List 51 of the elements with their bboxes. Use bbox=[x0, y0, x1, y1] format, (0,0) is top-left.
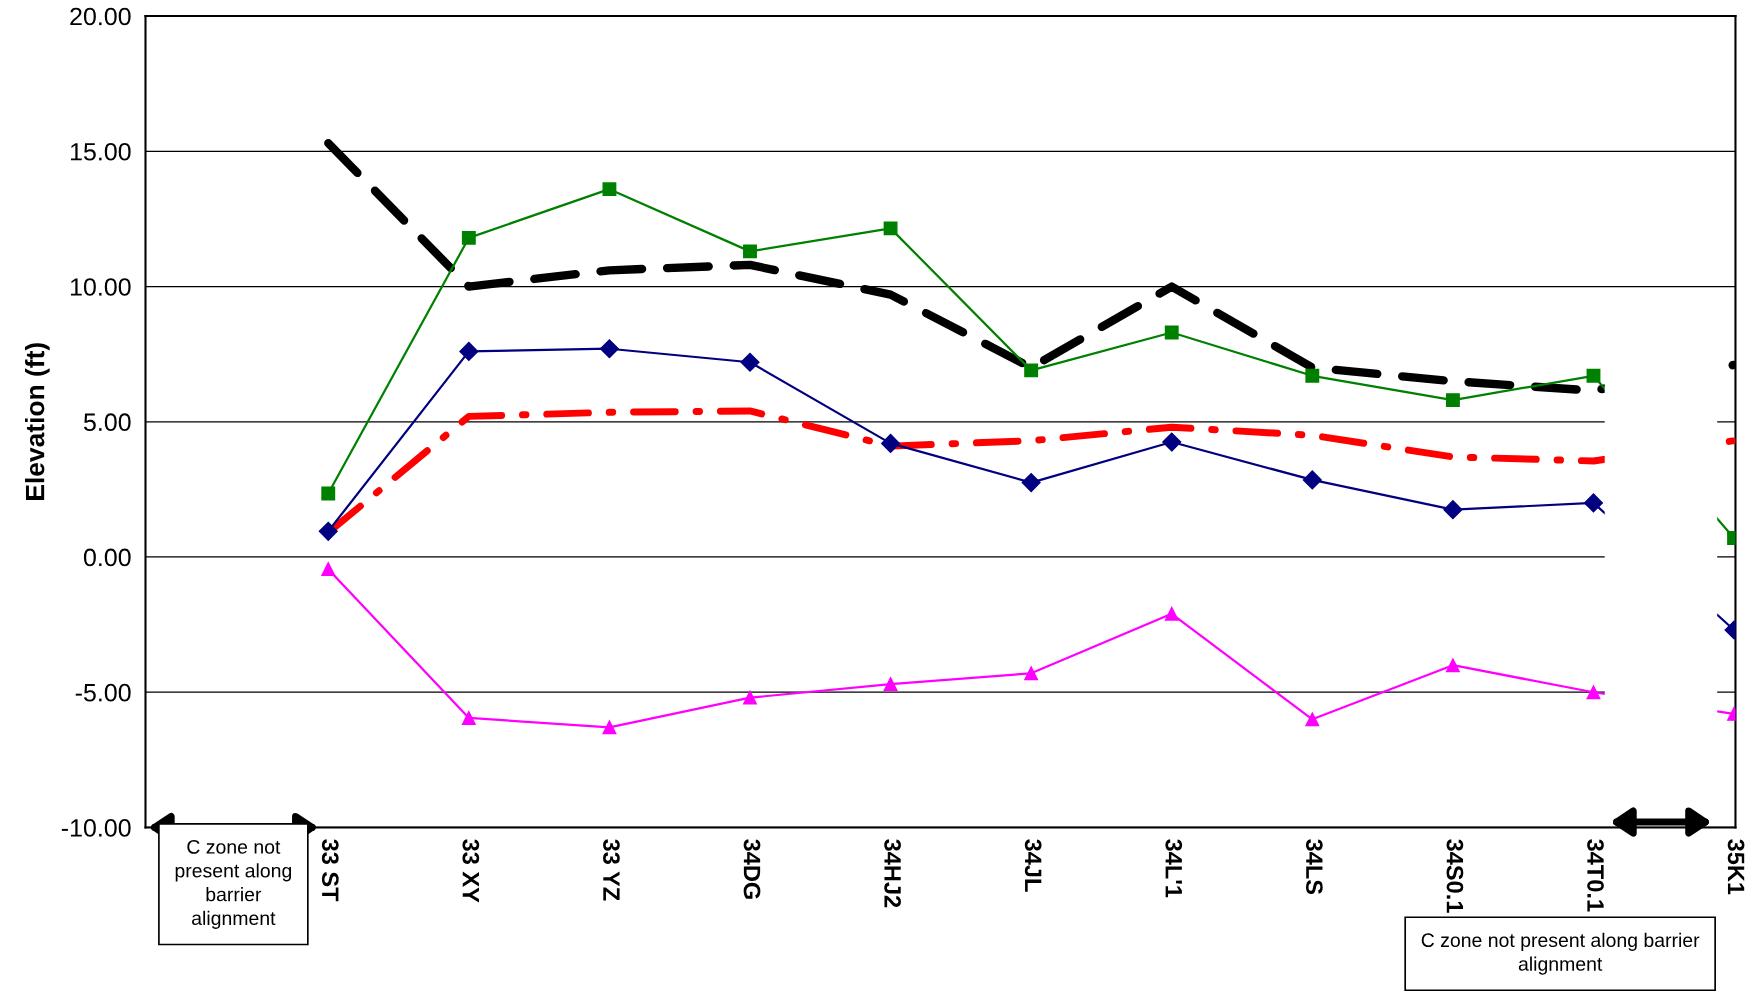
point bbox=[1164, 325, 1179, 340]
point bbox=[1445, 658, 1460, 673]
y-axis-title: Elevation (ft) bbox=[25, 343, 50, 500]
y-tick-label: -10.00 bbox=[61, 819, 131, 837]
point bbox=[1586, 368, 1601, 383]
point bbox=[1302, 470, 1322, 490]
text: C zone not present along barrier alignment bbox=[1421, 932, 1700, 975]
point bbox=[461, 230, 476, 245]
y-tick-label: 0.00 bbox=[83, 548, 131, 567]
point bbox=[1305, 368, 1320, 383]
point bbox=[602, 182, 617, 197]
point bbox=[1164, 606, 1179, 621]
x-tick-label: 34HJ2 bbox=[884, 839, 901, 908]
y-tick-label: 5.00 bbox=[83, 413, 131, 432]
point bbox=[1586, 685, 1601, 700]
point bbox=[883, 677, 898, 692]
point bbox=[1445, 393, 1460, 408]
point bbox=[602, 720, 617, 735]
point bbox=[1443, 500, 1463, 520]
x-tick-label: 34S0.1 bbox=[1446, 839, 1464, 913]
point bbox=[321, 486, 336, 501]
x-tick-label: 34LS bbox=[1305, 839, 1323, 895]
point bbox=[740, 352, 760, 372]
x-tick-label: 34T0.1 bbox=[1587, 839, 1604, 912]
point bbox=[883, 221, 898, 236]
point bbox=[1024, 666, 1039, 681]
y-tick-label: 20.00 bbox=[70, 7, 131, 26]
y-tick-label: -5.00 bbox=[75, 683, 131, 702]
x-tick-label: 33 YZ bbox=[603, 839, 620, 901]
y-tick-label: 10.00 bbox=[70, 278, 131, 296]
point bbox=[318, 521, 338, 541]
point bbox=[1583, 493, 1604, 513]
x-tick-label: 35K1 bbox=[1727, 839, 1745, 895]
point bbox=[1162, 432, 1182, 452]
point bbox=[881, 433, 901, 453]
point bbox=[743, 690, 757, 705]
point bbox=[459, 341, 479, 361]
point bbox=[1021, 473, 1041, 493]
point bbox=[1024, 363, 1039, 378]
point bbox=[743, 244, 757, 259]
y-tick-label: 15.00 bbox=[70, 142, 131, 161]
x-tick-label: 34JL bbox=[1024, 839, 1042, 892]
point bbox=[1305, 712, 1320, 727]
point bbox=[599, 339, 619, 359]
point bbox=[461, 710, 476, 725]
text: C zone not present along barrier alignment bbox=[175, 840, 292, 929]
x-tick-label: 34L'1 bbox=[1165, 839, 1183, 898]
point bbox=[321, 562, 336, 577]
x-tick-label: 34DG bbox=[743, 839, 761, 899]
x-tick-label: 33 XY bbox=[462, 839, 480, 903]
x-tick-label: 33 ST bbox=[321, 839, 339, 902]
